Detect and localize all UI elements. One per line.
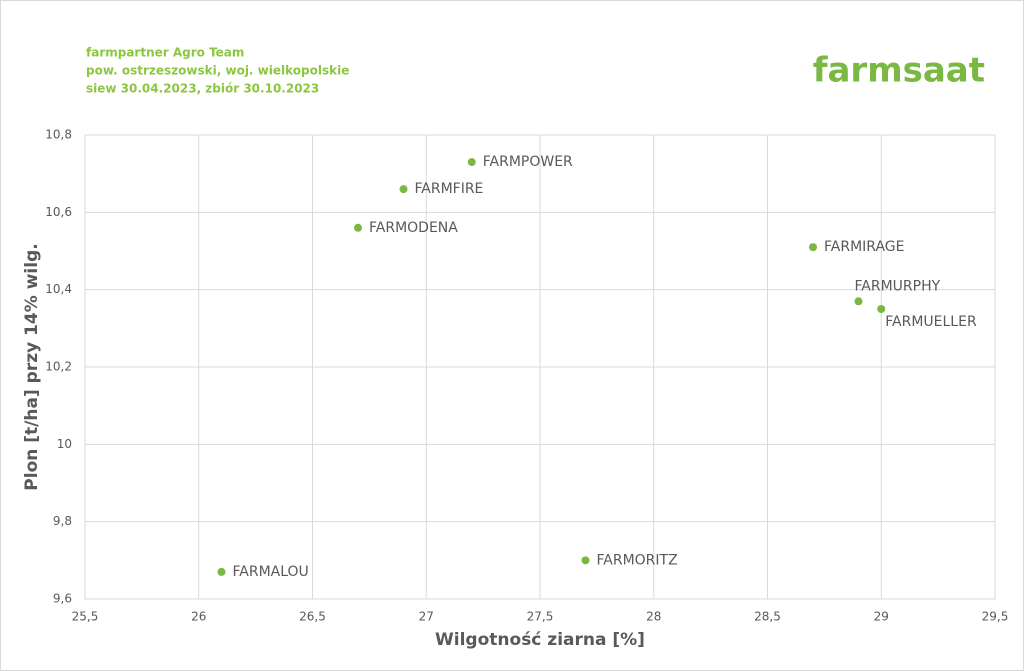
header-line: siew 30.04.2023, zbiór 30.10.2023 — [86, 82, 319, 96]
logo: farmsaat — [813, 51, 985, 91]
point — [467, 158, 476, 167]
point-label: FARMALOU — [233, 564, 309, 580]
y-axis-label: Plon [t/ha] przy 14% wilg. — [22, 243, 42, 490]
point — [217, 567, 226, 576]
point-label: FARMIRAGE — [824, 239, 904, 255]
y-tick-label: 10,2 — [45, 360, 72, 374]
x-tick-label: 26,5 — [299, 610, 326, 624]
point — [854, 297, 863, 306]
y-tick-label: 10,4 — [45, 282, 72, 296]
point-label: FARMURPHY — [855, 278, 941, 294]
point — [809, 243, 817, 252]
x-tick-label: 29,5 — [982, 610, 1009, 624]
header-line: farmpartner Agro Team — [86, 46, 244, 60]
y-tick-label: 10,8 — [45, 128, 72, 142]
point-label: FARMFIRE — [415, 181, 484, 197]
y-tick-label: 9,6 — [53, 592, 72, 606]
point — [877, 305, 886, 313]
header-line: pow. ostrzeszowski, woj. wielkopolskie — [86, 64, 349, 78]
x-tick-label: 27 — [419, 610, 434, 624]
x-tick-label: 26 — [191, 610, 206, 624]
x-tick-label: 25,5 — [72, 610, 99, 624]
y-tick-label: 10 — [57, 437, 72, 451]
y-tick-label: 9,8 — [53, 514, 72, 528]
y-tick-label: 10,6 — [45, 205, 72, 219]
x-tick-label: 29 — [874, 610, 889, 624]
point — [399, 185, 408, 194]
point — [581, 556, 590, 565]
point-label: FARMORITZ — [597, 552, 678, 568]
point-label: FARMPOWER — [483, 154, 573, 170]
point-label: FARMUELLER — [885, 314, 977, 330]
x-tick-label: 27,5 — [527, 610, 554, 624]
x-tick-label: 28 — [646, 610, 661, 624]
x-axis-label: Wilgotność ziarna [%] — [435, 630, 645, 650]
point-label: FARMODENA — [369, 220, 458, 236]
point — [354, 223, 362, 232]
x-tick-label: 28,5 — [754, 610, 781, 624]
